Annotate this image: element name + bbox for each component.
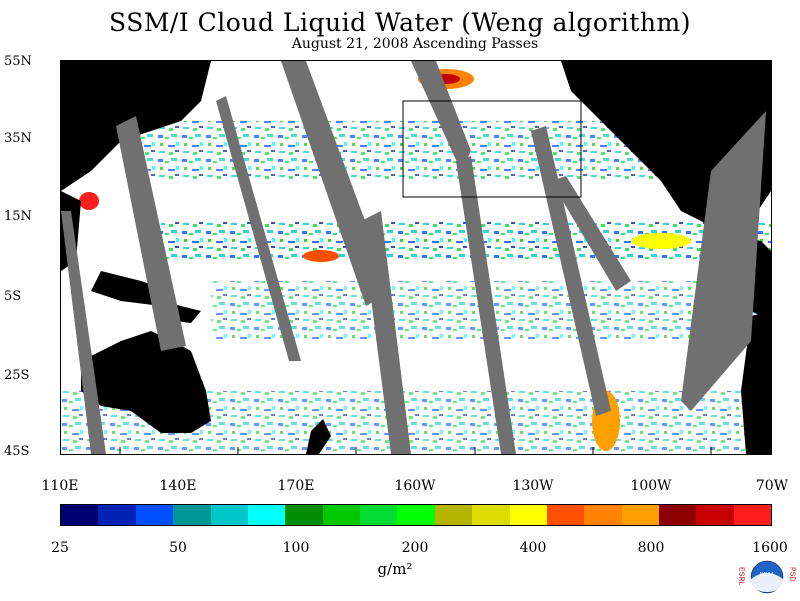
esrl-text: ESRL: [738, 567, 745, 585]
lon-label: 100W: [630, 478, 672, 494]
colorbar-tick-label: 100: [282, 540, 310, 556]
colorbar-swatch: [509, 505, 547, 525]
swath-gap: [116, 116, 186, 351]
colorbar-swatch: [360, 505, 398, 525]
lat-label: 45S: [4, 444, 30, 459]
lon-label: 170E: [277, 478, 315, 494]
noaa-logo-wave: [751, 573, 783, 592]
colorbar-swatch: [397, 505, 435, 525]
colorbar-units: g/m²: [377, 560, 413, 578]
swath-gap: [551, 176, 631, 291]
colorbar-swatch: [322, 505, 360, 525]
colorbar-swatch: [285, 505, 323, 525]
colorbar-swatch: [135, 505, 174, 525]
chart-subtitle: August 21, 2008 Ascending Passes: [291, 36, 539, 52]
lat-label: 55N: [4, 54, 32, 69]
lon-label: 140E: [159, 478, 197, 494]
swath-gap: [61, 211, 106, 454]
colorbar-swatch: [472, 505, 510, 525]
swath-gap: [531, 126, 611, 416]
colorbar: [60, 504, 772, 526]
cloud-patch: [631, 233, 691, 249]
colorbar-swatch: [733, 505, 772, 525]
lon-label: 70W: [755, 478, 789, 494]
colorbar-swatch: [696, 505, 734, 525]
colorbar-swatch: [621, 505, 659, 525]
colorbar-tick-label: 200: [401, 540, 429, 556]
new-zealand: [306, 419, 331, 454]
lat-label: 15N: [4, 209, 32, 224]
swath-gap: [281, 61, 391, 306]
region-box: [402, 100, 582, 198]
colorbar-swatch: [210, 505, 248, 525]
colorbar-tick-label: 25: [51, 540, 69, 556]
swath-gap: [411, 61, 471, 171]
colorbar-swatch: [98, 505, 136, 525]
psd-text: PSD: [789, 567, 796, 581]
lat-label: 25S: [4, 368, 30, 383]
swath-gap: [361, 211, 411, 454]
colorbar-swatch: [584, 505, 622, 525]
lon-label: 110E: [41, 478, 79, 494]
lon-label: 160W: [394, 478, 436, 494]
colorbar-swatch: [434, 505, 473, 525]
colorbar-tick-label: 800: [637, 540, 665, 556]
swath-gap: [456, 156, 516, 454]
colorbar-swatch: [61, 505, 99, 525]
australia-landmass: [81, 331, 211, 433]
colorbar-swatch: [546, 505, 585, 525]
cloud-patch: [303, 250, 339, 262]
colorbar-swatch: [173, 505, 211, 525]
south-america-landmass: [741, 311, 771, 454]
lat-label: 5S: [4, 289, 22, 304]
colorbar-tick-label: 1600: [752, 540, 788, 556]
lon-ticks: [119, 447, 712, 454]
lon-label: 130W: [512, 478, 554, 494]
colorbar-swatch: [659, 505, 697, 525]
colorbar-tick-label: 50: [169, 540, 187, 556]
chart-title: SSM/I Cloud Liquid Water (Weng algorithm…: [109, 8, 691, 37]
cloud-patch: [79, 192, 99, 210]
swath-gap: [216, 96, 301, 361]
swath-gap: [681, 111, 766, 411]
noaa-logo-text: NOAA: [760, 572, 775, 578]
colorbar-swatch: [247, 505, 286, 525]
lat-label: 35N: [4, 131, 32, 146]
map-svg: [61, 61, 771, 454]
noaa-logo: NOAA ESRL PSD: [737, 557, 797, 597]
map-panel: [60, 60, 772, 455]
colorbar-tick-label: 400: [519, 540, 547, 556]
